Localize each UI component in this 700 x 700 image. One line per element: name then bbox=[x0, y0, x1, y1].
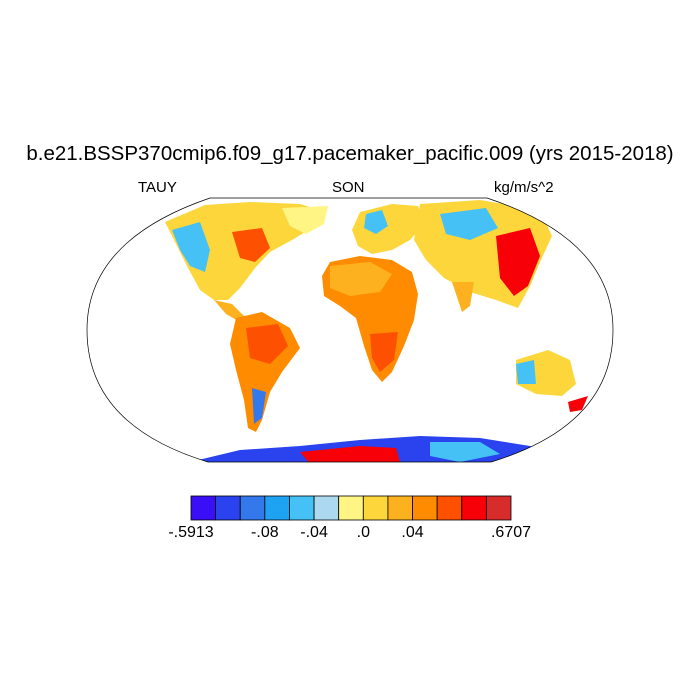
colorbar-box bbox=[190, 495, 217, 521]
colorbar bbox=[190, 495, 512, 521]
colorbar-label: -.04 bbox=[300, 524, 328, 541]
colorbar-label: .04 bbox=[401, 524, 424, 541]
colorbar-box bbox=[485, 495, 512, 521]
central-america bbox=[214, 300, 246, 322]
antarctica-east bbox=[430, 442, 500, 462]
europe bbox=[352, 204, 424, 254]
south-america-core bbox=[246, 324, 288, 364]
map-border bbox=[86, 197, 614, 463]
colorbar-box bbox=[239, 495, 266, 521]
colorbar-label: -.5913 bbox=[168, 524, 214, 541]
colorbar-label: .6707 bbox=[490, 524, 532, 541]
colorbar-box bbox=[338, 495, 364, 521]
india bbox=[452, 282, 474, 312]
south-america-south bbox=[252, 388, 266, 424]
colorbar-box bbox=[289, 495, 315, 521]
colorbar-box bbox=[412, 495, 438, 521]
colorbar-box bbox=[215, 495, 241, 521]
colorbar-box bbox=[461, 495, 487, 521]
antarctica-warm bbox=[300, 446, 400, 462]
scandinavia bbox=[364, 210, 388, 234]
africa-south bbox=[370, 332, 398, 372]
colorbar-box bbox=[264, 495, 290, 521]
east-asia bbox=[496, 228, 540, 296]
new-zealand bbox=[568, 396, 588, 412]
siberia bbox=[440, 208, 498, 240]
north-america-east bbox=[232, 228, 270, 262]
colorbar-box bbox=[387, 495, 413, 521]
australia-west bbox=[516, 360, 536, 384]
season-label: SON bbox=[332, 179, 365, 196]
north-america-west bbox=[172, 222, 210, 272]
colorbar-label: .0 bbox=[356, 524, 370, 541]
colorbar-box bbox=[436, 495, 463, 521]
greenland bbox=[282, 206, 328, 234]
units-label: kg/m/s^2 bbox=[494, 179, 554, 196]
colorbar-box bbox=[313, 495, 340, 521]
plot-title: b.e21.BSSP370cmip6.f09_g17.pacemaker_pac… bbox=[26, 142, 674, 165]
sahara bbox=[330, 262, 392, 296]
colorbar-box bbox=[362, 495, 389, 521]
land-field bbox=[165, 200, 588, 462]
variable-label: TAUY bbox=[138, 179, 177, 196]
colorbar-label: -.08 bbox=[251, 524, 279, 541]
